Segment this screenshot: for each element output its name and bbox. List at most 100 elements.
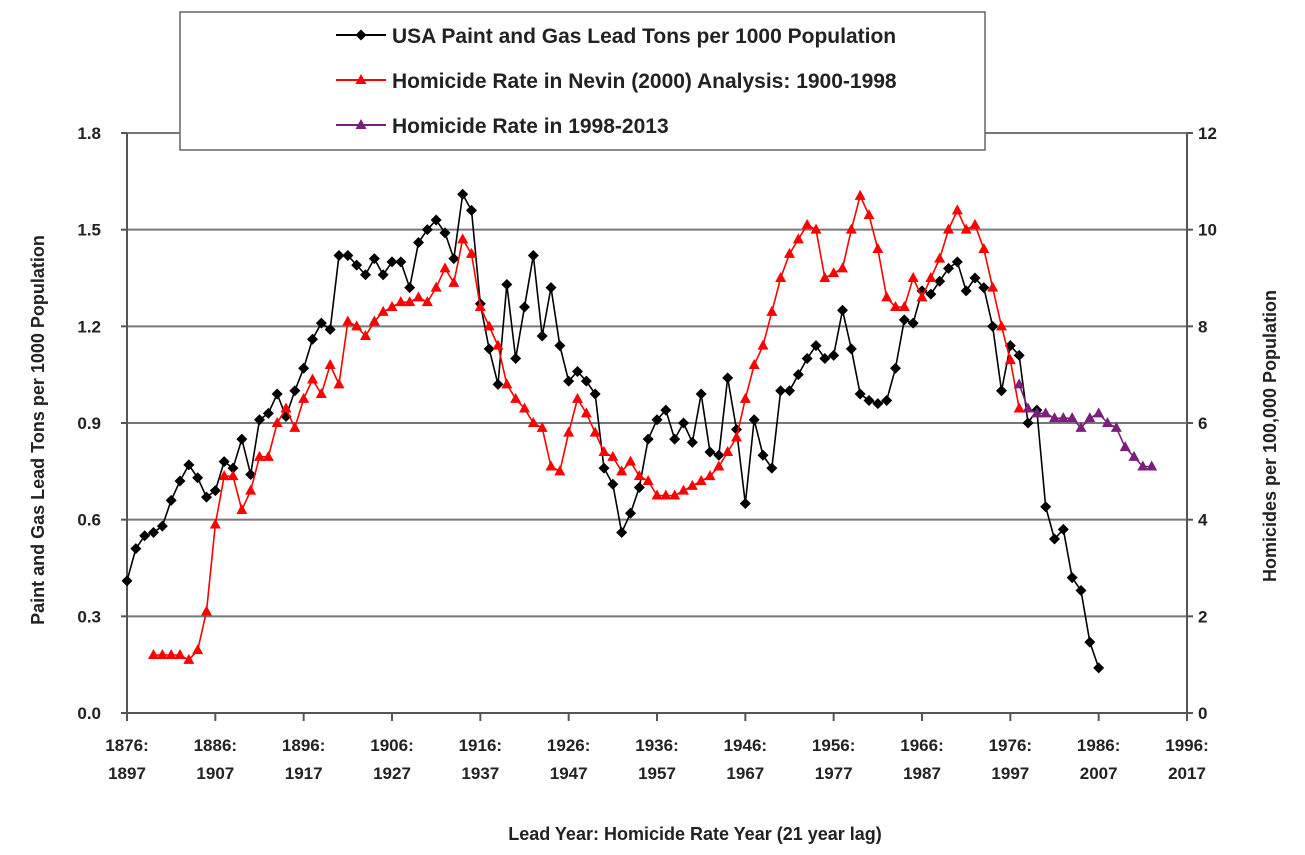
- legend: USA Paint and Gas Lead Tons per 1000 Pop…: [179, 11, 986, 151]
- data-point: [1075, 421, 1087, 432]
- legend-item: USA Paint and Gas Lead Tons per 1000 Pop…: [336, 25, 896, 48]
- data-point: [978, 243, 990, 253]
- data-point: [165, 649, 177, 659]
- data-point: [519, 402, 530, 413]
- data-point: [201, 491, 212, 503]
- data-point: [156, 520, 168, 532]
- data-point: [1057, 523, 1069, 535]
- x-tick-label-line2: 1987: [903, 764, 941, 783]
- data-point: [704, 446, 716, 458]
- data-point: [625, 507, 636, 519]
- data-point: [890, 362, 901, 374]
- data-point: [784, 247, 795, 258]
- data-point: [695, 388, 707, 400]
- y-tick-label: 0.0: [77, 704, 101, 723]
- data-point: [757, 339, 769, 350]
- data-point: [271, 388, 283, 400]
- legend-box: [179, 11, 986, 151]
- series-line: [153, 193, 1020, 661]
- data-point: [377, 305, 389, 316]
- data-point: [254, 414, 265, 426]
- y-right-tick-label: 4: [1198, 511, 1208, 530]
- series-line: [1018, 384, 1152, 468]
- data-point: [466, 204, 477, 216]
- data-point: [333, 249, 345, 261]
- data-point: [784, 385, 795, 397]
- data-point: [536, 330, 548, 342]
- data-point: [1031, 407, 1043, 418]
- data-point: [987, 281, 999, 292]
- data-point: [501, 278, 513, 290]
- data-point: [386, 301, 398, 311]
- data-point: [863, 394, 875, 406]
- series-3: [1013, 378, 1158, 471]
- data-point: [943, 262, 954, 274]
- data-point: [792, 233, 804, 244]
- data-point: [1146, 460, 1158, 471]
- data-point: [1102, 417, 1113, 427]
- data-point: [404, 296, 416, 307]
- data-point: [554, 340, 566, 352]
- data-point: [545, 460, 557, 471]
- data-point: [960, 285, 972, 297]
- x-tick-label-line2: 2017: [1168, 764, 1206, 783]
- data-point: [307, 333, 318, 345]
- data-point: [545, 282, 557, 294]
- y-axis-title-left: Paint and Gas Lead Tons per 1000 Populat…: [28, 235, 48, 625]
- series-1: [121, 188, 1105, 674]
- x-tick-label-line1: 1976:: [989, 736, 1032, 755]
- data-point: [845, 223, 857, 234]
- data-point: [642, 475, 654, 485]
- data-point: [218, 470, 230, 481]
- data-point: [837, 262, 848, 273]
- x-tick-label-line1: 1886:: [194, 736, 237, 755]
- data-point: [819, 272, 831, 282]
- data-point: [271, 417, 283, 427]
- data-point: [527, 417, 539, 427]
- data-point: [262, 407, 274, 419]
- data-point: [457, 188, 469, 200]
- data-point: [731, 431, 742, 442]
- data-point: [192, 472, 204, 484]
- data-point: [510, 392, 522, 403]
- data-point: [616, 465, 628, 476]
- data-point: [854, 189, 866, 200]
- x-tick-label-line2: 1907: [196, 764, 234, 783]
- data-point: [430, 281, 442, 292]
- data-point: [413, 291, 424, 302]
- data-point: [678, 484, 689, 495]
- data-point: [554, 465, 566, 476]
- data-point: [616, 527, 628, 539]
- data-point: [165, 494, 177, 506]
- data-point: [245, 484, 257, 495]
- data-point: [333, 378, 345, 389]
- legend-label: Homicide Rate in Nevin (2000) Analysis: …: [392, 70, 897, 93]
- data-point: [748, 414, 760, 426]
- series-line: [126, 191, 1100, 669]
- data-point: [890, 301, 901, 311]
- data-point: [466, 247, 477, 258]
- data-point: [1022, 417, 1034, 429]
- data-point: [572, 392, 583, 403]
- x-tick-label-line2: 1957: [638, 764, 676, 783]
- data-point: [898, 314, 910, 326]
- x-axis-title: Lead Year: Homicide Rate Year (21 year l…: [508, 824, 882, 844]
- y-right-tick-label: 2: [1198, 607, 1207, 626]
- data-point: [907, 272, 919, 282]
- x-tick-label-line1: 1926:: [547, 736, 590, 755]
- data-point: [916, 291, 928, 302]
- data-point: [580, 407, 592, 418]
- data-point: [227, 470, 239, 481]
- data-point: [1066, 412, 1078, 423]
- data-point: [1040, 501, 1052, 513]
- data-point: [987, 320, 999, 332]
- data-point: [686, 436, 698, 448]
- data-point: [633, 470, 645, 481]
- data-point: [1110, 421, 1122, 432]
- x-tick-label-line1: 1966:: [900, 736, 943, 755]
- data-point: [748, 359, 760, 369]
- data-point: [519, 301, 530, 313]
- data-point: [660, 489, 672, 500]
- data-point: [1049, 412, 1060, 423]
- data-point: [660, 404, 672, 416]
